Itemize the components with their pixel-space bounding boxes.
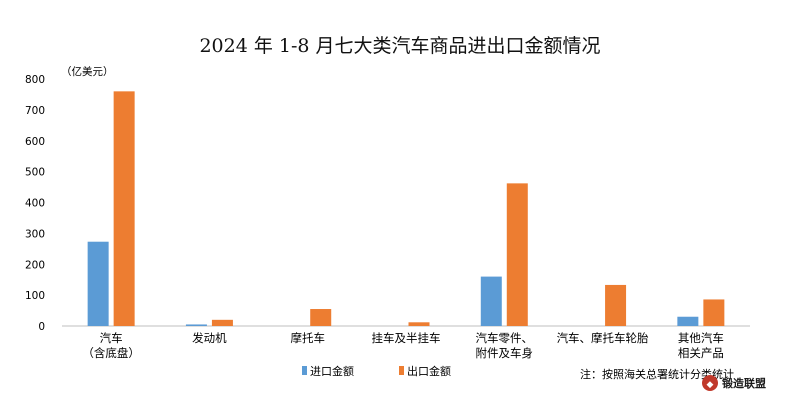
bar-export <box>506 183 528 326</box>
legend-label: 出口金额 <box>407 364 451 378</box>
logo-icon <box>702 375 718 391</box>
logo-icon-glyph: ◆ <box>707 380 714 390</box>
x-category-label: 汽车、摩托车轮胎 <box>557 331 649 345</box>
x-category-label: 发动机 <box>192 331 227 345</box>
x-category-label: 汽车零件、 <box>476 331 534 345</box>
bar-import <box>87 241 109 326</box>
source-note: 注：按照海关总署统计分类统计 <box>580 367 734 381</box>
legend-swatch <box>302 366 307 375</box>
x-category-label: 摩托车 <box>290 331 325 345</box>
chart-title: 2024 年 1-8 月七大类汽车商品进出口金额情况 <box>199 35 600 57</box>
category-labels: 汽车（含底盘） 发动机 摩托车 挂车及半挂车 汽车零件、附件及车身 汽车、摩托车轮胎 其他汽… <box>82 331 723 360</box>
bar-import <box>677 316 699 326</box>
legend-swatch <box>399 366 404 375</box>
y-axis-unit: （亿美元） <box>61 65 114 78</box>
y-tick-label: 700 <box>25 105 45 117</box>
y-tick-label: 500 <box>25 167 45 179</box>
y-tick-label: 600 <box>25 136 45 148</box>
y-tick-label: 300 <box>25 228 45 240</box>
x-category-label: 附件及车身 <box>476 346 534 360</box>
bars <box>87 91 725 326</box>
y-tick-label: 100 <box>25 290 45 302</box>
logo-text: 锻造联盟 <box>722 376 766 390</box>
y-tick-label: 0 <box>38 321 45 333</box>
x-category-label: （含底盘） <box>82 346 140 360</box>
bar-export <box>605 284 627 326</box>
bar-export <box>113 91 135 326</box>
legend-label: 进口金额 <box>310 364 354 378</box>
bar-export <box>211 319 233 326</box>
y-tick-label: 800 <box>25 74 45 86</box>
bar-export <box>703 299 725 326</box>
y-tick-label: 200 <box>25 259 45 271</box>
y-tick-label: 400 <box>25 198 45 210</box>
bar-import <box>480 276 502 326</box>
bar-import <box>185 324 207 326</box>
x-category-label: 挂车及半挂车 <box>372 331 441 345</box>
y-axis-ticks: 0 100 200 300 400 500 600 700 800 <box>25 74 45 333</box>
x-category-label: 汽车 <box>100 331 123 345</box>
x-category-label: 其他汽车 <box>678 331 724 345</box>
legend: 进口金额 出口金额 <box>302 364 451 378</box>
bar-export <box>310 309 332 326</box>
bar-export <box>408 322 430 326</box>
x-category-label: 相关产品 <box>678 346 724 360</box>
logo: ◆ 锻造联盟 <box>702 375 766 391</box>
